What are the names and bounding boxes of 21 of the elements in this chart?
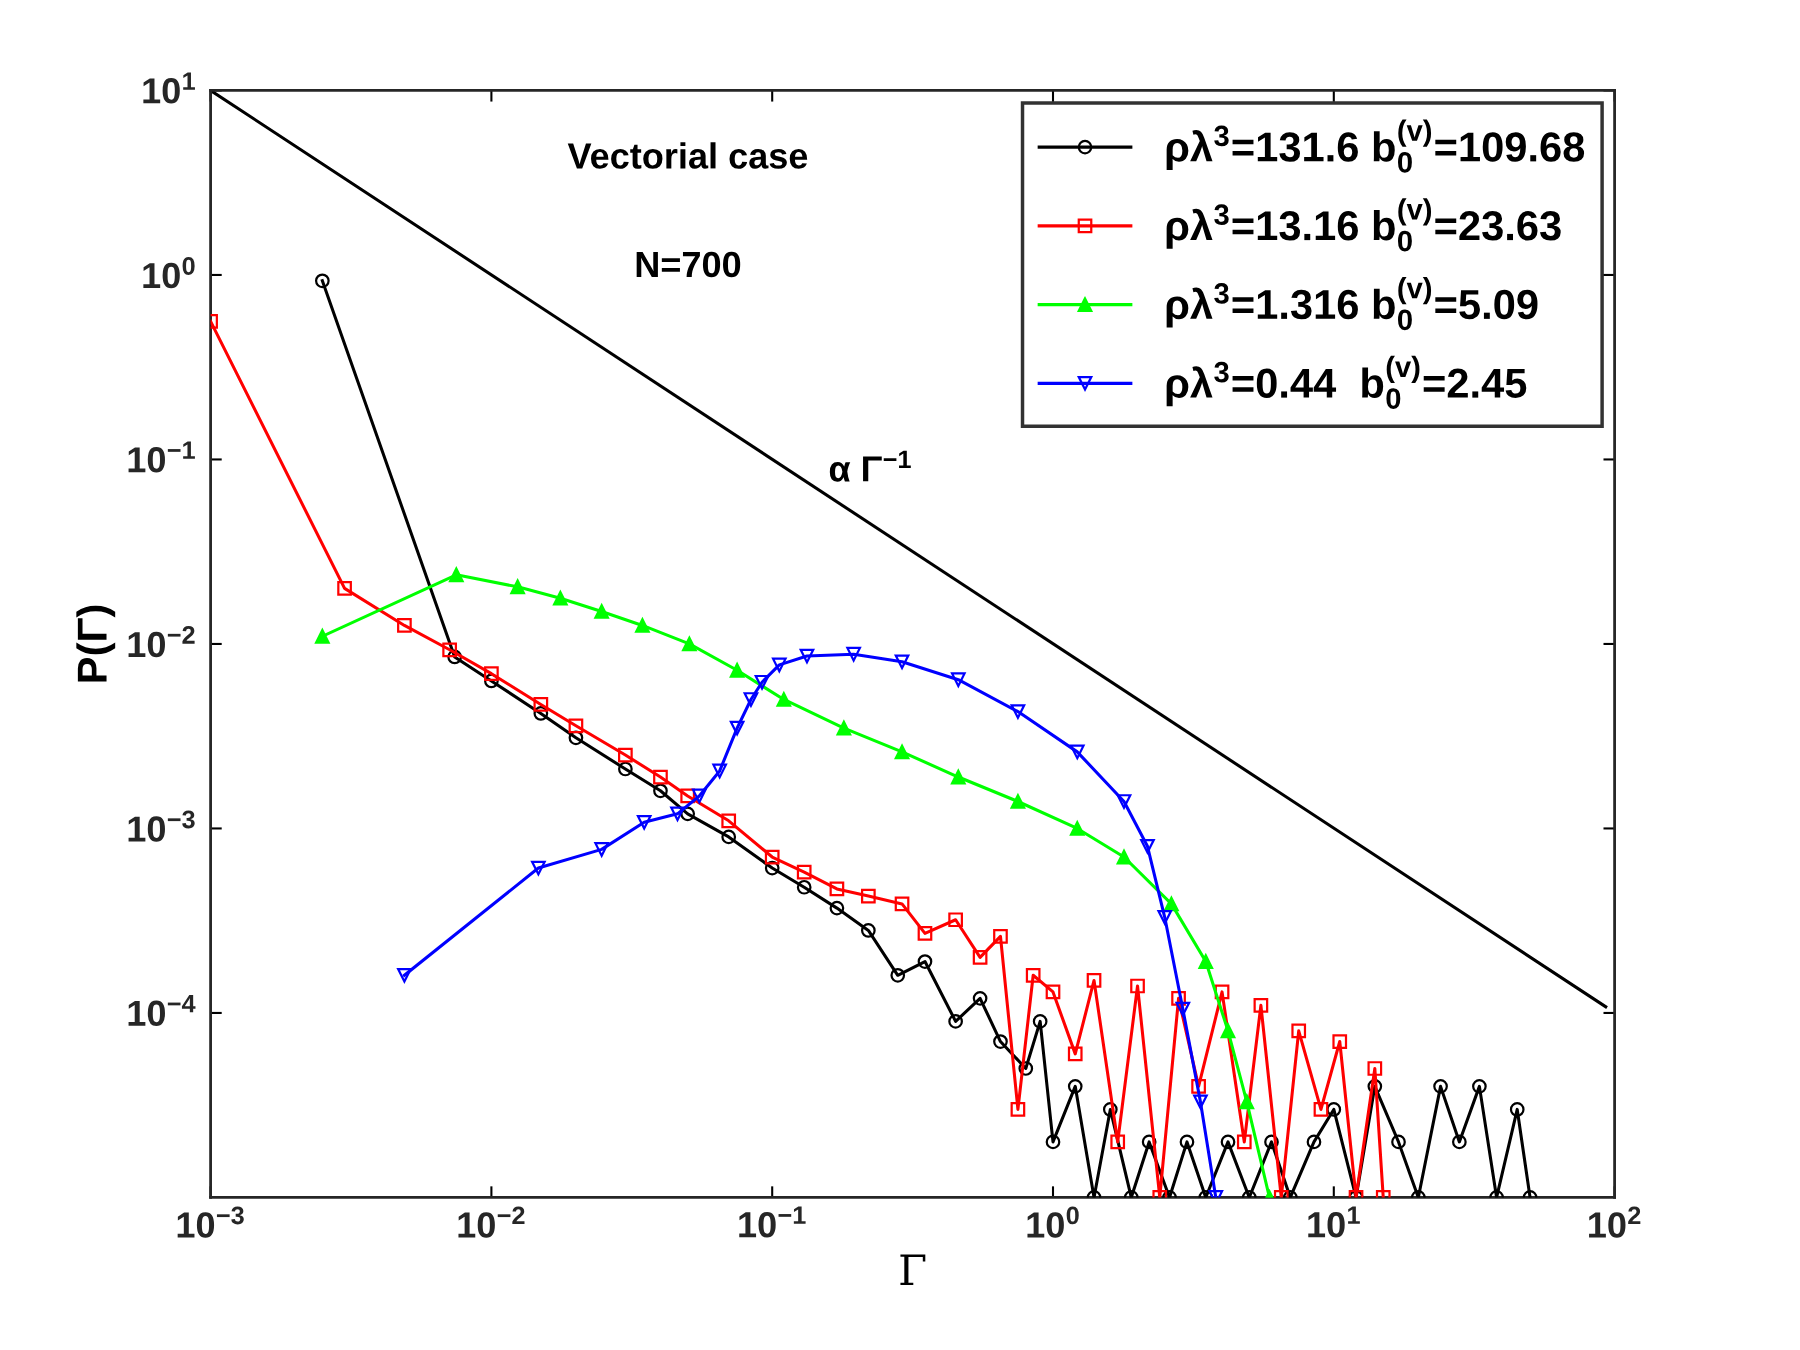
legend-label: ρλ$^{3}$=131.6 b$^{(v)}$$_{0}$=109.68	[1166, 119, 1585, 173]
x-tick-label: 10$^{1}$	[1308, 1206, 1360, 1238]
legend-label: ρλ$^{3}$=13.16 b$^{(v)}$$_{0}$=23.63	[1166, 198, 1561, 252]
y-tick-label: 10$^{1}$	[143, 72, 195, 104]
x-tick-label: 10$^{−2}$	[458, 1206, 525, 1238]
x-tick-label: 10$^{2}$	[1589, 1206, 1641, 1238]
x-tick-label: 10$^{−3}$	[177, 1206, 244, 1238]
annotation: N=700	[636, 251, 741, 278]
y-tick-label: 10$^{−3}$	[128, 810, 195, 842]
x-axis-title: Γ	[900, 1254, 926, 1285]
x-tick-label: 10$^{−1}$	[739, 1206, 806, 1238]
annotation: α Γ$^{−1}$	[829, 450, 911, 482]
y-axis-title: P(Γ)	[76, 605, 116, 682]
y-tick-label: 10$^{−2}$	[128, 625, 195, 658]
annotation: Vectorial case	[567, 142, 808, 169]
legend-label: ρλ$^{3}$=1.316 b$^{(v)}$$_{0}$=5.09	[1166, 277, 1538, 331]
x-tick-label: 10$^{0}$	[1027, 1206, 1079, 1238]
legend-label: ρλ$^{3}$=0.44 b$^{(v)}$$_{0}$=2.45	[1166, 355, 1527, 409]
y-tick-label: 10$^{−1}$	[128, 441, 195, 473]
y-tick-label: 10$^{−4}$	[128, 994, 196, 1027]
y-tick-label: 10$^{0}$	[143, 256, 195, 289]
